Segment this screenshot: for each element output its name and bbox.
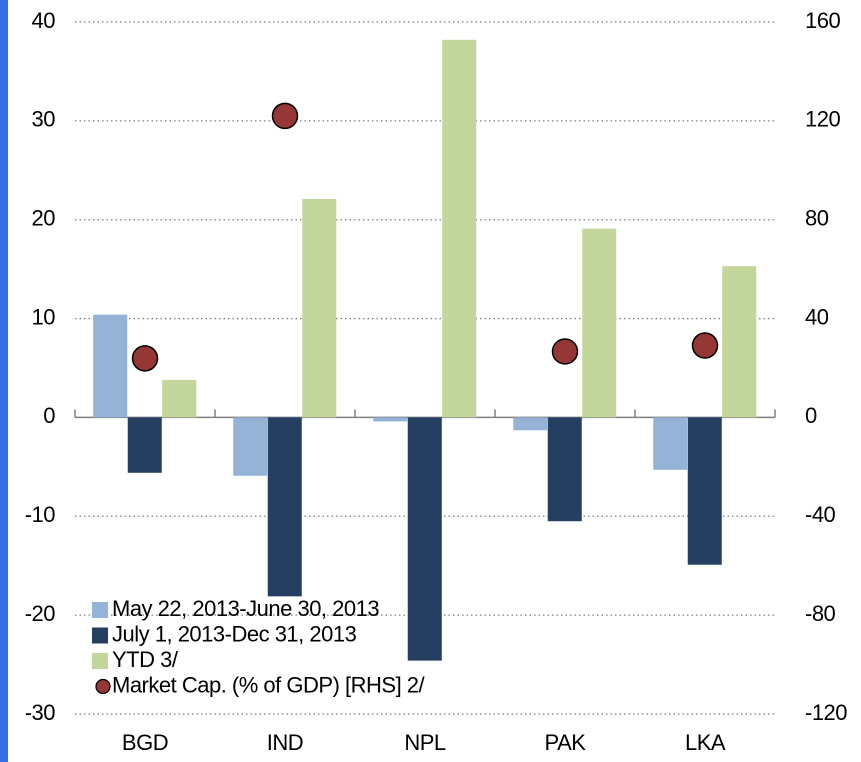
- x-tick-label: IND: [267, 730, 303, 755]
- bar: [653, 417, 688, 470]
- legend-marker: [92, 602, 108, 618]
- bar: [547, 417, 582, 522]
- x-tick-label: LKA: [685, 730, 726, 755]
- y-tick-label: 30: [32, 107, 56, 132]
- y-tick-label: -10: [25, 502, 56, 527]
- market-cap-dot: [691, 332, 719, 359]
- bar: [513, 417, 548, 431]
- y2-tick-label: -80: [805, 601, 836, 626]
- bar: [687, 417, 722, 565]
- bar: [442, 39, 477, 418]
- y-tick-label: 20: [32, 206, 56, 231]
- y-tick-label: 40: [32, 8, 56, 33]
- legend-marker: [95, 678, 111, 695]
- frame-edge: [0, 0, 8, 762]
- bar: [407, 417, 442, 661]
- x-tick-label: BGD: [122, 730, 168, 755]
- y2-tick-label: 120: [805, 107, 840, 132]
- y-tick-label: -30: [25, 700, 56, 725]
- bar: [267, 417, 302, 597]
- y2-tick-label: 40: [805, 304, 829, 329]
- y-tick-label: -20: [25, 601, 56, 626]
- bar: [162, 379, 197, 418]
- y-tick-label: 10: [32, 304, 56, 329]
- bar: [582, 228, 617, 418]
- x-tick-label: PAK: [545, 730, 587, 755]
- market-cap-dot: [131, 345, 159, 372]
- y2-tick-label: 80: [805, 206, 829, 231]
- legend-label: May 22, 2013-June 30, 2013: [112, 596, 379, 621]
- bar: [233, 417, 268, 476]
- bar: [373, 417, 408, 422]
- legend-label: YTD 3/: [112, 647, 179, 672]
- market-cap-dot: [551, 338, 579, 365]
- y-tick-label: 0: [43, 403, 55, 428]
- bar: [302, 198, 337, 418]
- market-cap-dot: [271, 102, 299, 130]
- bar: [127, 417, 162, 473]
- y2-tick-label: -40: [805, 502, 836, 527]
- bar: [722, 266, 757, 418]
- y2-tick-label: -120: [805, 700, 847, 725]
- y2-tick-label: 160: [805, 8, 840, 33]
- x-tick-label: NPL: [404, 730, 446, 755]
- legend-marker: [92, 627, 108, 644]
- legend-label: July 1, 2013-Dec 31, 2013: [112, 621, 357, 646]
- legend-marker: [92, 653, 108, 669]
- legend-label: Market Cap. (% of GDP) [RHS] 2/: [112, 672, 426, 697]
- y2-tick-label: 0: [805, 403, 817, 428]
- bar: [93, 314, 128, 418]
